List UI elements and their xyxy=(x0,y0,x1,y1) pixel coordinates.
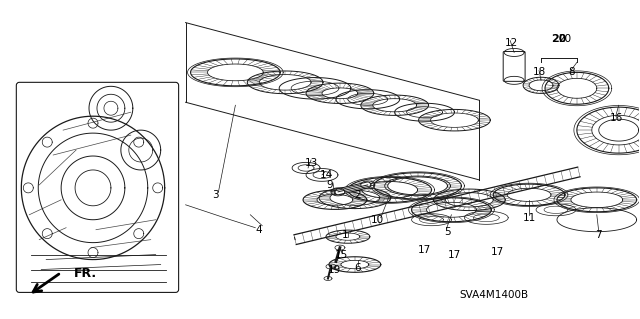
Text: 20: 20 xyxy=(551,33,566,43)
Text: 11: 11 xyxy=(522,213,536,223)
Text: 4: 4 xyxy=(255,225,262,235)
Text: 17: 17 xyxy=(448,249,461,260)
Text: 14: 14 xyxy=(319,170,333,180)
Text: 2: 2 xyxy=(355,190,361,200)
Text: 5: 5 xyxy=(444,227,451,237)
Text: 13: 13 xyxy=(305,158,317,168)
Text: 17: 17 xyxy=(418,245,431,255)
Text: FR.: FR. xyxy=(74,267,97,280)
Text: 9: 9 xyxy=(326,180,333,190)
Text: 3: 3 xyxy=(212,190,219,200)
Text: 7: 7 xyxy=(595,230,602,240)
Text: 1: 1 xyxy=(342,230,348,240)
Text: 8: 8 xyxy=(568,67,575,78)
Text: 19: 19 xyxy=(328,264,342,275)
Text: 16: 16 xyxy=(610,113,623,123)
Text: 20: 20 xyxy=(558,33,572,43)
Text: 18: 18 xyxy=(532,67,546,78)
Text: 17: 17 xyxy=(491,247,504,256)
Text: 15: 15 xyxy=(335,249,349,260)
Text: 12: 12 xyxy=(504,38,518,48)
Text: 6: 6 xyxy=(355,263,361,272)
Text: SVA4M1400B: SVA4M1400B xyxy=(460,290,529,300)
Text: 10: 10 xyxy=(371,215,384,225)
